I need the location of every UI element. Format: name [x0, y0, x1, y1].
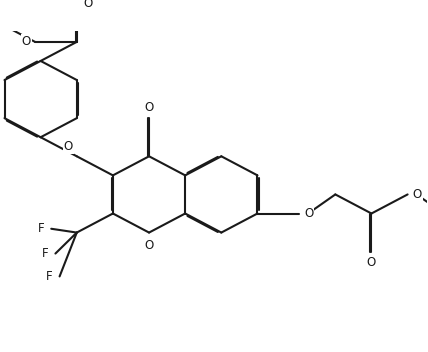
Text: O: O — [22, 36, 31, 48]
Text: F: F — [38, 222, 44, 235]
Text: O: O — [413, 188, 422, 201]
Text: F: F — [42, 247, 48, 260]
Text: O: O — [144, 239, 154, 252]
Text: O: O — [63, 140, 73, 153]
Text: O: O — [304, 207, 313, 220]
Text: O: O — [367, 256, 376, 269]
Text: F: F — [46, 270, 53, 283]
Text: O: O — [84, 0, 93, 10]
Text: O: O — [144, 101, 154, 114]
